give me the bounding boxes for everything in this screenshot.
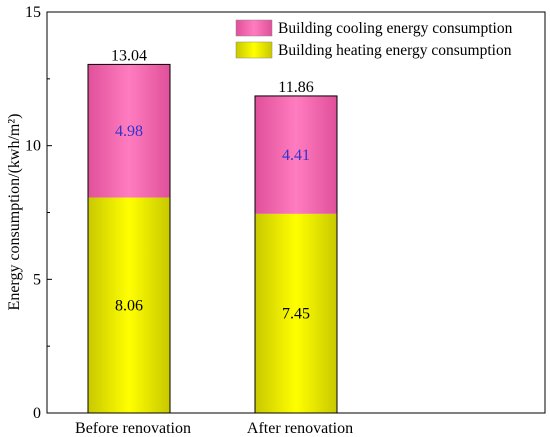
legend-swatch xyxy=(235,19,273,37)
x-category-label: Before renovation xyxy=(75,420,191,437)
total-label: 11.86 xyxy=(278,79,313,96)
bar-outline xyxy=(254,95,338,414)
bar-heating xyxy=(88,197,170,413)
bar-heating xyxy=(255,213,337,413)
bar-cooling xyxy=(255,95,337,214)
y-axis-title: Energy consumption/(kwh/m²) xyxy=(6,114,23,311)
legend-label: Building heating energy consumption xyxy=(278,42,512,59)
total-label: 13.04 xyxy=(111,47,147,64)
y-axis: 0 5 10 15 xyxy=(25,4,52,422)
legend-swatch xyxy=(235,41,273,59)
y-tick-label: 0 xyxy=(33,405,41,422)
bar-cooling xyxy=(88,64,170,198)
x-category-label: After renovation xyxy=(247,420,353,437)
bar-outline xyxy=(87,63,171,414)
data-label: 8.06 xyxy=(115,297,143,314)
bars: 8.06 4.98 13.04 7.45 4.41 11.86 xyxy=(87,47,338,414)
legend: Building cooling energy consumption Build… xyxy=(235,19,513,59)
legend-label: Building cooling energy consumption xyxy=(278,20,513,37)
data-label: 4.41 xyxy=(282,147,310,164)
x-axis: Before renovation After renovation xyxy=(75,420,353,437)
data-label: 4.98 xyxy=(115,123,143,140)
y-tick-label: 15 xyxy=(25,4,41,21)
y-tick-label: 10 xyxy=(25,138,41,155)
y-tick-label: 5 xyxy=(33,271,41,288)
data-label: 7.45 xyxy=(282,305,310,322)
